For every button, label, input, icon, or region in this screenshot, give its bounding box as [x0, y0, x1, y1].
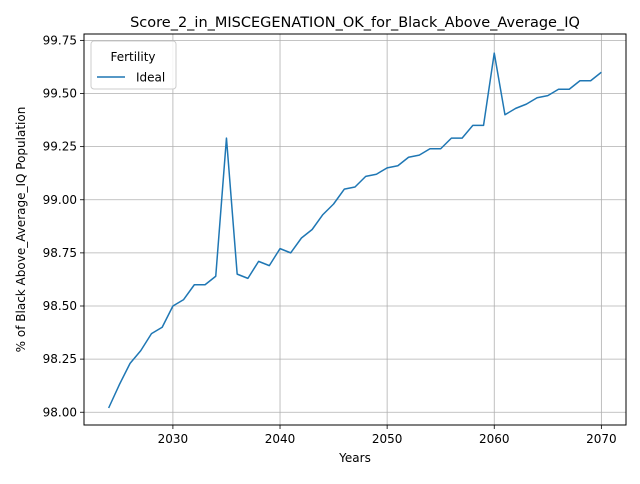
data-point: [547, 94, 549, 96]
series-lines: [107, 52, 602, 409]
data-point: [536, 97, 538, 99]
data-point: [107, 407, 109, 409]
data-point: [439, 148, 441, 150]
data-point: [204, 284, 206, 286]
data-point: [225, 137, 227, 139]
data-point: [150, 332, 152, 334]
y-tick-label: 98.75: [43, 246, 77, 260]
data-point: [418, 154, 420, 156]
data-point: [215, 275, 217, 277]
y-tick-label: 99.00: [43, 193, 77, 207]
x-tick-label: 2050: [372, 432, 403, 446]
chart-title: Score_2_in_MISCEGENATION_OK_for_Black_Ab…: [130, 15, 580, 31]
data-point: [290, 252, 292, 254]
data-point: [161, 326, 163, 328]
data-point: [300, 237, 302, 239]
data-point: [461, 137, 463, 139]
data-point: [450, 137, 452, 139]
x-axis: 2030 2040 2050 2060 2070: [158, 425, 617, 446]
data-point: [579, 80, 581, 82]
data-point: [557, 88, 559, 90]
data-point: [429, 148, 431, 150]
x-tick-label: 2060: [479, 432, 510, 446]
data-point: [407, 156, 409, 158]
data-point: [365, 175, 367, 177]
y-tick-label: 99.25: [43, 140, 77, 154]
data-point: [514, 107, 516, 109]
data-point: [182, 298, 184, 300]
data-point: [525, 103, 527, 105]
data-point: [375, 173, 377, 175]
y-axis-label: % of Black Above_Average_IQ Population: [14, 107, 28, 353]
y-tick-label: 99.75: [43, 33, 77, 47]
y-tick-label: 98.25: [43, 352, 77, 366]
legend: Fertility Ideal: [90, 40, 177, 90]
x-axis-label: Years: [338, 451, 371, 465]
data-point: [172, 305, 174, 307]
legend-title: Fertility: [110, 50, 155, 64]
legend-series-label: Ideal: [136, 71, 165, 85]
y-axis: 98.00 98.25 98.50 98.75 99.00 99.25 99.50 99.75: [43, 33, 84, 419]
data-point: [257, 260, 259, 262]
data-point: [397, 165, 399, 167]
data-point: [311, 228, 313, 230]
y-tick-label: 98.00: [43, 405, 77, 419]
y-tick-label: 98.50: [43, 299, 77, 313]
series-line-ideal: [107, 52, 602, 409]
data-point: [129, 362, 131, 364]
x-tick-label: 2070: [586, 432, 617, 446]
data-point: [268, 264, 270, 266]
data-point: [568, 88, 570, 90]
data-point: [386, 167, 388, 169]
y-tick-label: 99.50: [43, 87, 77, 101]
data-point: [343, 188, 345, 190]
plot-frame: [83, 33, 627, 426]
x-tick-label: 2040: [265, 432, 296, 446]
data-point: [193, 284, 195, 286]
x-tick-label: 2030: [158, 432, 189, 446]
data-point: [472, 124, 474, 126]
data-point: [493, 52, 495, 54]
data-point: [279, 247, 281, 249]
data-point: [322, 213, 324, 215]
data-point: [236, 273, 238, 275]
data-point: [354, 186, 356, 188]
data-point: [504, 114, 506, 116]
data-point: [140, 349, 142, 351]
data-point: [332, 203, 334, 205]
data-point: [118, 383, 120, 385]
data-point: [600, 71, 602, 73]
data-point: [589, 80, 591, 82]
data-point: [482, 124, 484, 126]
data-point: [247, 277, 249, 279]
